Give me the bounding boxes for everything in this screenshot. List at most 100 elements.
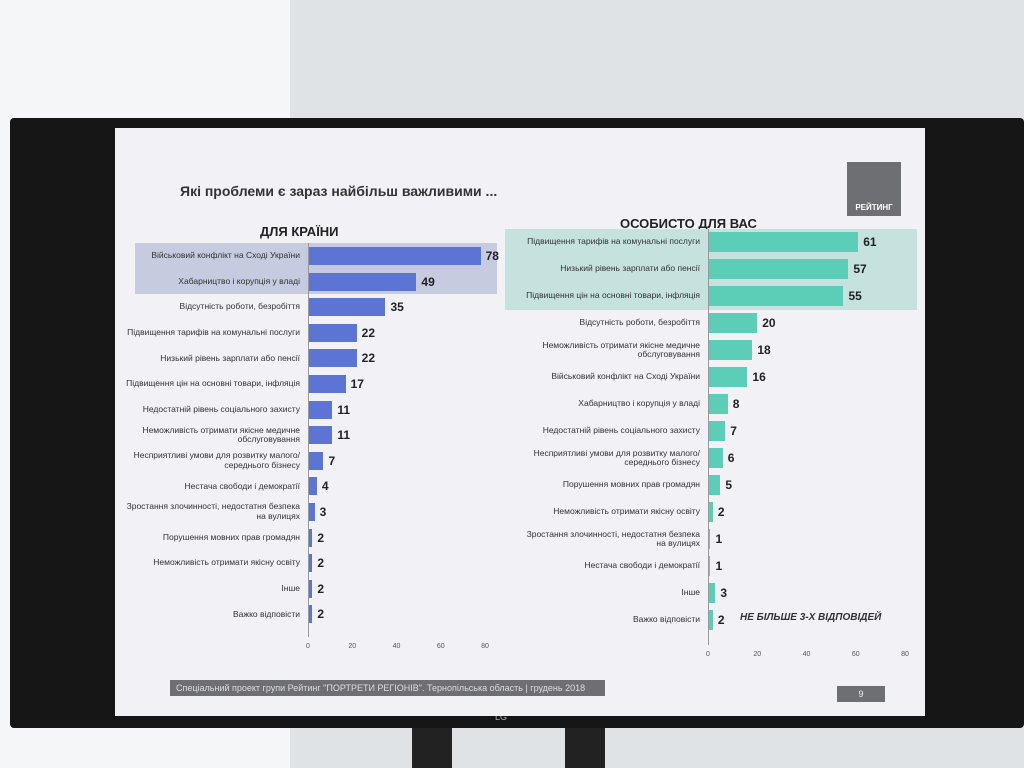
bar: [308, 298, 386, 317]
category-label: Низький рівень зарплати або пенсії: [160, 352, 300, 363]
value-label: 7: [730, 424, 737, 438]
page-number: 9: [837, 686, 885, 702]
value-label: 17: [350, 377, 364, 391]
x-tick-label: 20: [753, 651, 762, 658]
category-label: Порушення мовних прав громадян: [162, 531, 300, 542]
category-label: Недостатній рівень соціального захисту: [542, 425, 700, 436]
bar: [708, 421, 726, 441]
value-label: 78: [485, 249, 499, 263]
category-label: Неможливість отримати якісну освіту: [553, 506, 700, 517]
bar: [308, 528, 313, 547]
category-label: Важко відповісти: [633, 614, 700, 625]
bar: [708, 556, 711, 576]
value-label: 4: [321, 479, 329, 494]
bar: [708, 313, 758, 333]
bar: [308, 477, 317, 496]
value-label: 61: [863, 235, 877, 249]
category-label: Зростання злочинності, недостатня безпек…: [526, 528, 700, 548]
x-tick-label: 60: [436, 643, 445, 650]
value-label: 7: [328, 453, 336, 468]
category-label: Неможливість отримати якісне медичне обс…: [142, 424, 300, 445]
value-label: 18: [757, 343, 771, 357]
bar: [308, 426, 333, 445]
bar: [708, 259, 849, 279]
category-label: Підвищення цін на основні товари, інфляц…: [526, 290, 700, 301]
value-label: 55: [848, 289, 862, 303]
bar: [708, 394, 728, 414]
bar: [708, 448, 723, 468]
bar: [708, 502, 713, 522]
category-label: Хабарництво і корупція у владі: [578, 398, 700, 409]
bar: [308, 554, 313, 573]
value-label: 2: [317, 530, 325, 545]
category-label: Хабарництво і корупція у владі: [178, 275, 300, 286]
bar: [308, 375, 346, 393]
axis-line: [708, 228, 709, 645]
value-label: 6: [727, 451, 735, 465]
category-label: Підвищення цін на основні товари, інфляц…: [126, 378, 300, 389]
category-label: Нестача свободи і демократії: [184, 480, 301, 491]
value-label: 57: [853, 262, 867, 276]
value-label: 11: [337, 402, 351, 417]
bar: [308, 605, 313, 624]
bar: [308, 400, 333, 419]
tv-brand: LG: [495, 712, 508, 722]
value-label: 35: [390, 300, 404, 315]
category-label: Інше: [681, 587, 700, 598]
annotation: НЕ БІЛЬШЕ 3-Х ВІДПОВІДЕЙ: [740, 612, 882, 623]
bar: [308, 247, 481, 265]
bar: [708, 583, 716, 603]
category-label: Відсутність роботи, безробіття: [179, 301, 300, 312]
category-label: Недостатній рівень соціального захисту: [142, 403, 300, 414]
value-label: 16: [752, 370, 766, 384]
footer: Спеціальний проект групи Рейтинг "ПОРТРЕ…: [170, 680, 605, 696]
x-tick-label: 40: [392, 643, 401, 650]
value-label: 2: [717, 505, 725, 519]
x-tick-label: 80: [481, 643, 489, 650]
chart-title: ДЛЯ КРАЇНИ: [260, 224, 339, 239]
bar: [308, 579, 313, 598]
category-label: Неможливість отримати якісне медичне обс…: [542, 339, 700, 359]
value-label: 49: [421, 274, 435, 289]
value-label: 2: [317, 607, 325, 622]
value-label: 20: [762, 316, 776, 330]
value-label: 1: [715, 559, 723, 573]
category-label: Низький рівень зарплати або пенсії: [560, 263, 700, 274]
bar: [308, 451, 324, 470]
bar: [308, 272, 417, 291]
bar: [708, 340, 753, 360]
bar: [708, 232, 859, 252]
category-label: Порушення мовних прав громадян: [562, 479, 700, 490]
category-label: Військовий конфлікт на Сході України: [551, 371, 700, 382]
value-label: 22: [361, 351, 376, 366]
x-tick-label: 20: [348, 643, 357, 650]
bar: [308, 323, 357, 342]
slide-title: Які проблеми є зараз найбільш важливими …: [180, 183, 498, 199]
category-label: Військовий конфлікт на Сході України: [151, 250, 300, 261]
category-label: Зростання злочинності, недостатня безпек…: [126, 501, 300, 521]
value-label: 22: [361, 325, 376, 340]
category-label: Важко відповісти: [233, 608, 300, 619]
value-label: 3: [319, 505, 327, 519]
value-label: 11: [337, 428, 351, 443]
category-label: Нестача свободи і демократії: [584, 560, 701, 571]
category-label: Несприятливі умови для розвитку малого/с…: [133, 450, 300, 470]
bar: [308, 349, 357, 368]
value-label: 2: [717, 613, 725, 627]
category-label: Підвищення тарифів на комунальні послуги: [527, 236, 700, 247]
category-label: Підвищення тарифів на комунальні послуги: [127, 327, 300, 338]
x-tick-label: 60: [851, 651, 860, 658]
bar: [708, 529, 711, 549]
axis-line: [308, 243, 309, 637]
logo: РЕЙТИНГ: [847, 162, 901, 216]
bar: [308, 503, 315, 521]
category-label: Неможливість отримати якісну освіту: [153, 557, 300, 568]
bar: [708, 610, 713, 630]
x-tick-label: 0: [306, 643, 310, 650]
logo-text: РЕЙТИНГ: [855, 203, 893, 212]
x-tick-label: 0: [706, 651, 710, 658]
bar: [708, 286, 844, 306]
value-label: 8: [732, 397, 740, 411]
value-label: 2: [317, 556, 325, 571]
